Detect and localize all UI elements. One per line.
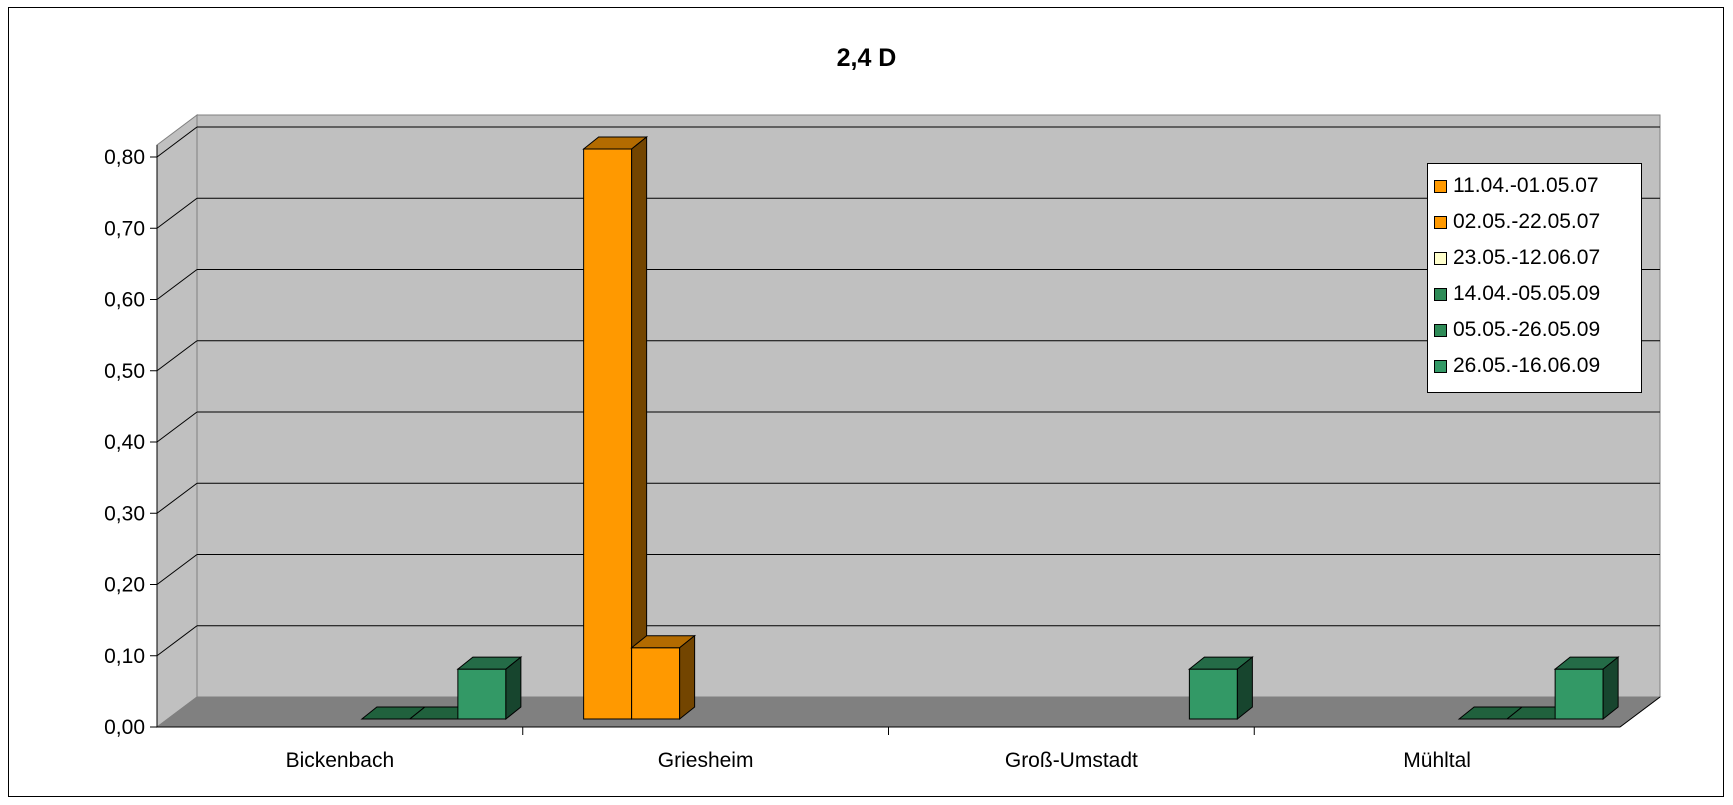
chart-frame: [8, 7, 1724, 797]
y-tick-label: 0,70: [104, 217, 145, 240]
y-tick-label: 0,30: [104, 502, 145, 525]
bar-front: [1554, 668, 1604, 720]
gridline: [156, 126, 198, 158]
legend-item: 02.05.-22.05.07: [1428, 204, 1641, 240]
gridline: [156, 554, 198, 585]
legend-item: 14.04.-05.05.09: [1428, 276, 1641, 312]
legend-swatch: [1434, 359, 1447, 373]
y-tick-label: 0,10: [104, 645, 145, 668]
legend-label: 11.04.-01.05.07: [1453, 174, 1599, 197]
gridline: [156, 482, 198, 514]
legend-swatch: [1434, 179, 1447, 193]
bar-side: [505, 656, 522, 721]
legend-swatch: [1434, 215, 1447, 229]
legend-item: 11.04.-01.05.07: [1428, 168, 1641, 204]
legend-item: 23.05.-12.06.07: [1428, 240, 1641, 276]
bar-front: [631, 647, 681, 720]
legend-label: 23.05.-12.06.07: [1453, 246, 1601, 269]
legend-swatch: [1434, 287, 1447, 301]
gridline: [156, 197, 198, 229]
bar-front: [457, 668, 507, 720]
legend: 11.04.-01.05.07 02.05.-22.05.07 23.05.-12.…: [1427, 163, 1642, 393]
y-tick-label: 0,20: [104, 574, 145, 597]
y-tick-label: 0,80: [104, 146, 145, 169]
bar-front: [1188, 668, 1238, 720]
bar-side: [631, 135, 648, 721]
legend-swatch: [1434, 251, 1447, 265]
legend-label: 14.04.-05.05.09: [1453, 282, 1601, 305]
legend-swatch: [1434, 323, 1447, 337]
x-tick-label: Griesheim: [658, 749, 754, 772]
gridline: [156, 269, 198, 300]
gridline: [156, 411, 198, 443]
plot-side-wall: [156, 114, 198, 728]
x-tick-label: Bickenbach: [286, 749, 395, 772]
gridline: [156, 340, 198, 372]
bar-side: [1602, 656, 1619, 721]
legend-label: 05.05.-26.05.09: [1453, 318, 1601, 341]
gridline: [156, 625, 198, 657]
legend-item: 26.05.-16.06.09: [1428, 348, 1641, 384]
chart-title: 2,4 D: [836, 44, 897, 72]
bar-side: [679, 634, 696, 721]
legend-label: 02.05.-22.05.07: [1453, 210, 1601, 233]
y-tick-label: 0,40: [104, 431, 145, 454]
x-tick-label: Groß-Umstadt: [1005, 749, 1138, 772]
x-axis-depth: [1619, 696, 1661, 728]
bar-side: [1236, 656, 1253, 721]
bar-front: [583, 148, 633, 720]
y-tick-label: 0,00: [104, 716, 145, 739]
x-tick-label: Mühltal: [1403, 749, 1471, 772]
y-tick-label: 0,50: [104, 360, 145, 383]
y-tick-label: 0,60: [104, 289, 145, 312]
legend-label: 26.05.-16.06.09: [1453, 354, 1601, 377]
legend-item: 05.05.-26.05.09: [1428, 312, 1641, 348]
